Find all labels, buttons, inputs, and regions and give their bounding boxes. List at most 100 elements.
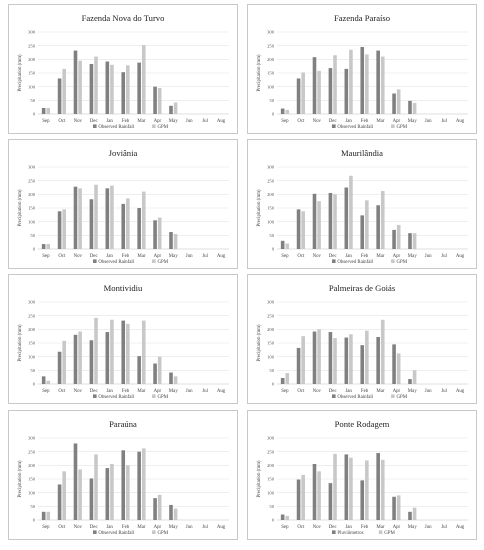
- x-tick-label: Dec: [329, 119, 338, 124]
- y-tick-label: 250: [267, 449, 275, 454]
- y-axis-label: Precipitation (mm): [18, 189, 23, 226]
- legend-swatch: [332, 124, 336, 128]
- x-tick-label: Sep: [42, 389, 50, 394]
- chart-panel: Fazenda Paraíso 0 50 100 150 200 250 300 Precipi…: [247, 4, 477, 134]
- bar: [137, 451, 141, 520]
- bar: [365, 200, 369, 249]
- x-tick-label: Jan: [106, 254, 113, 259]
- bar: [365, 460, 369, 520]
- x-tick-label: Dec: [90, 525, 99, 530]
- legend-label: Observed Rainfall: [337, 260, 373, 265]
- y-axis-label: Precipitation (mm): [18, 324, 23, 361]
- x-tick-label: May: [169, 254, 179, 259]
- chart-panel: Palmeiras de Goiás 0 50 100 150 200 250 300 Prec…: [247, 274, 477, 404]
- y-tick-label: 200: [28, 327, 36, 332]
- bar: [280, 240, 285, 249]
- chart-svg: Maurilândia 0 50 100 150 200 250 300 Precipitati…: [257, 148, 468, 265]
- legend: Observed Rainfall GPM: [93, 394, 169, 400]
- x-tick-label: May: [408, 525, 418, 530]
- bar: [412, 370, 417, 384]
- y-tick-label: 250: [28, 43, 36, 48]
- bar: [62, 340, 66, 384]
- y-tick-label: 300: [267, 30, 275, 35]
- y-tick-label: 50: [269, 504, 274, 509]
- bar: [78, 331, 82, 384]
- x-tick-label: Feb: [361, 119, 369, 124]
- x-tick-label: Oct: [297, 389, 305, 394]
- bar: [57, 351, 62, 384]
- bar: [126, 465, 130, 520]
- x-tick-label: Aug: [456, 525, 465, 530]
- bar: [396, 89, 401, 114]
- bar: [285, 515, 290, 520]
- bar: [173, 508, 178, 520]
- legend-swatch: [93, 394, 97, 398]
- bar: [46, 244, 51, 249]
- bar: [105, 61, 110, 114]
- bar: [157, 217, 162, 249]
- bar: [312, 193, 317, 249]
- legend-swatch: [391, 124, 395, 128]
- chart-svg: Fazenda Paraíso 0 50 100 150 200 250 300 Precipi…: [257, 13, 468, 130]
- x-tick-label: Apr: [393, 389, 401, 394]
- x-tick-label: Mar: [376, 525, 385, 530]
- bar: [392, 93, 396, 114]
- y-tick-label: 150: [267, 477, 275, 482]
- x-tick-label: Nov: [74, 254, 83, 259]
- bar: [408, 233, 412, 249]
- bar: [360, 345, 365, 384]
- bar: [296, 78, 301, 114]
- chart-title: Montividiu: [104, 283, 143, 293]
- bar: [328, 332, 333, 384]
- x-tick-label: Jun: [425, 389, 432, 394]
- bar: [296, 479, 301, 520]
- legend-label: GPM: [396, 395, 407, 400]
- y-tick-label: 0: [33, 112, 36, 117]
- y-axis-label: Precipitation (mm): [18, 54, 23, 91]
- x-tick-label: Nov: [313, 525, 322, 530]
- y-tick-label: 200: [28, 192, 36, 197]
- chart-title: Palmeiras de Goiás: [329, 283, 396, 293]
- bar: [62, 68, 66, 114]
- legend-label: GPM: [396, 125, 407, 130]
- bar: [376, 336, 380, 384]
- y-tick-label: 200: [267, 463, 275, 468]
- x-tick-label: Jan: [345, 119, 352, 124]
- x-tick-label: Mar: [137, 254, 146, 259]
- bar: [412, 233, 417, 249]
- bar: [73, 186, 78, 249]
- y-tick-label: 50: [269, 233, 274, 238]
- x-tick-label: Dec: [90, 119, 99, 124]
- bar: [328, 483, 333, 520]
- bar: [141, 448, 146, 520]
- bar: [365, 54, 369, 114]
- x-tick-label: May: [408, 119, 418, 124]
- legend-label: GPM: [384, 531, 395, 536]
- bar: [173, 233, 178, 249]
- x-tick-label: Feb: [361, 389, 369, 394]
- legend-swatch: [93, 530, 97, 534]
- bar: [173, 102, 178, 114]
- x-tick-label: Sep: [281, 389, 289, 394]
- bar: [157, 356, 162, 384]
- x-tick-label: Mar: [137, 389, 146, 394]
- x-tick-label: Mar: [137, 525, 146, 530]
- bar: [110, 319, 114, 384]
- bar: [153, 220, 157, 249]
- bar: [344, 337, 349, 384]
- legend: Observed Rainfall GPM: [332, 394, 408, 400]
- x-tick-label: Feb: [122, 254, 130, 259]
- y-tick-label: 200: [267, 192, 275, 197]
- bar: [344, 187, 349, 249]
- y-tick-label: 0: [33, 247, 36, 252]
- legend: Observed Rainfall GPM: [93, 259, 169, 265]
- x-tick-label: Jan: [106, 119, 113, 124]
- x-tick-label: May: [408, 254, 418, 259]
- bar: [73, 443, 78, 520]
- x-tick-label: Mar: [376, 119, 385, 124]
- legend: Observed Rainfall GPM: [93, 530, 169, 536]
- legend-label: GPM: [157, 531, 168, 536]
- x-tick-label: Oct: [58, 525, 66, 530]
- bar: [105, 468, 110, 520]
- legend-swatch: [152, 530, 156, 534]
